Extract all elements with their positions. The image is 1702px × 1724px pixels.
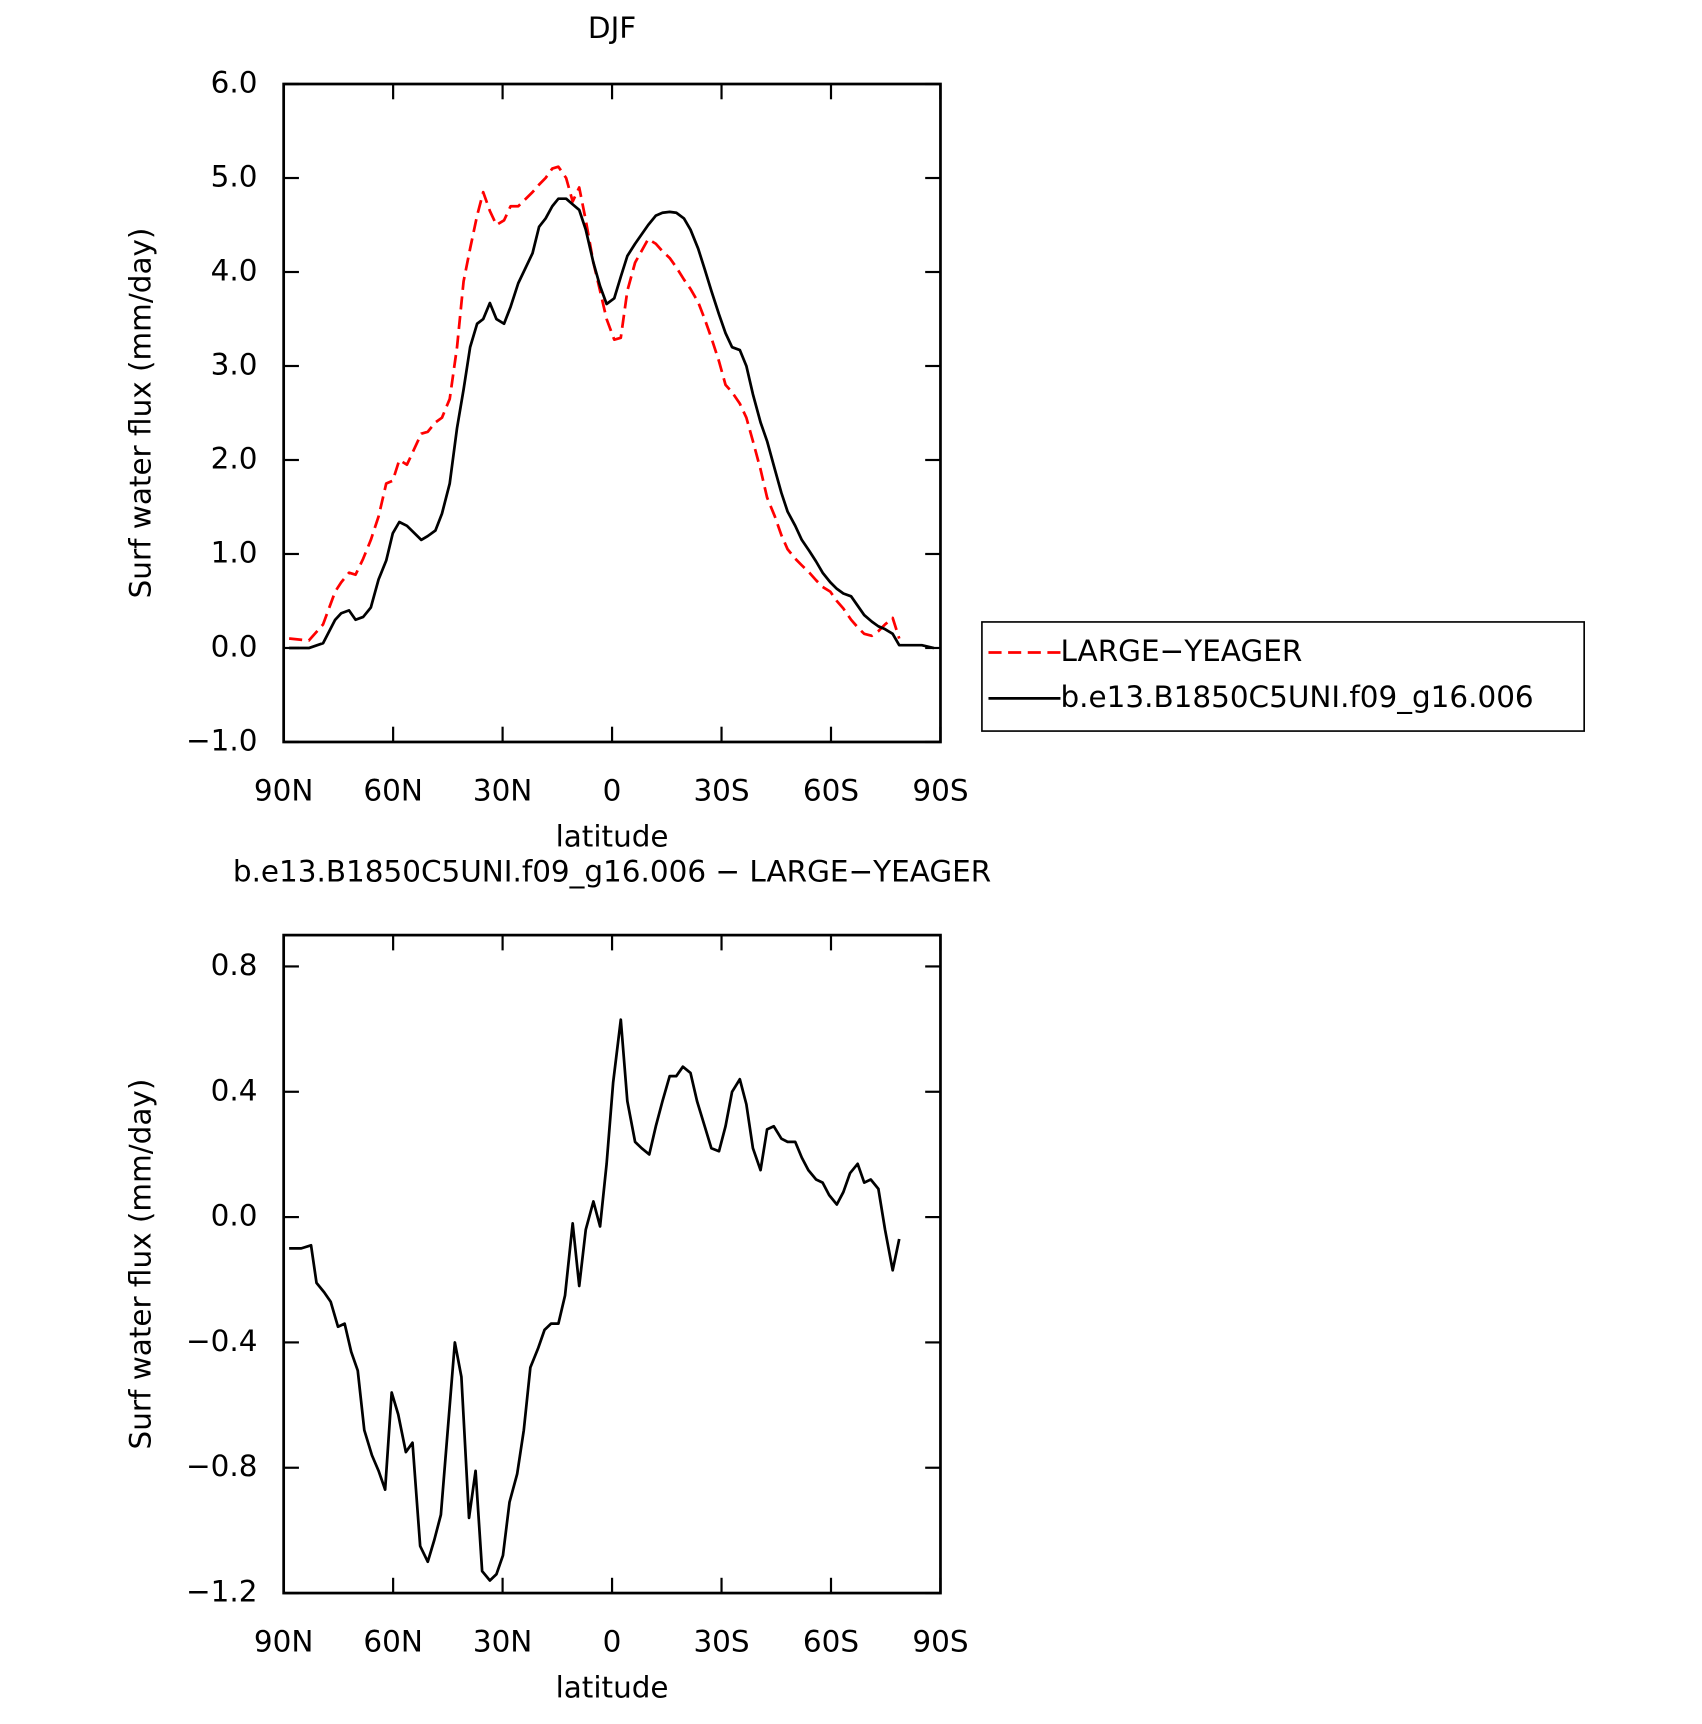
x-axis-label: latitude [556, 1671, 669, 1705]
x-tick-label: 30S [693, 774, 749, 808]
y-axis-label: Surf water flux (mm/day) [123, 228, 157, 599]
y-tick-label: 0.0 [211, 629, 258, 663]
x-tick-label: 60N [363, 774, 422, 808]
x-tick-label: 90S [912, 1625, 968, 1659]
x-tick-label: 90S [912, 774, 968, 808]
y-tick-label: 5.0 [211, 160, 258, 194]
y-tick-label: −1.2 [186, 1575, 257, 1609]
y-tick-label: 3.0 [211, 347, 258, 381]
y-tick-label: −0.8 [186, 1449, 257, 1483]
x-tick-label: 90N [254, 1625, 313, 1659]
legend-box [981, 621, 1585, 732]
legend-label: LARGE−YEAGER [1060, 634, 1302, 668]
plot-frame [282, 933, 942, 1595]
data-line [289, 1018, 901, 1582]
x-tick-label: 30S [693, 1625, 749, 1659]
x-tick-label: 0 [603, 774, 622, 808]
legend-label: b.e13.B1850C5UNI.f09_g16.006 [1060, 680, 1533, 714]
y-tick-label: 0.4 [211, 1073, 258, 1107]
y-axis-label: Surf water flux (mm/day) [123, 1079, 157, 1450]
data-line [288, 165, 901, 642]
y-tick-label: 2.0 [211, 441, 258, 475]
y-tick-label: −1.0 [186, 723, 257, 757]
data-line [289, 197, 935, 650]
chart-title: b.e13.B1850C5UNI.f09_g16.006 − LARGE−YEA… [233, 854, 991, 888]
chart-title: DJF [588, 11, 636, 45]
y-tick-label: 0.0 [211, 1199, 258, 1233]
y-tick-label: 4.0 [211, 254, 258, 288]
x-tick-label: 30N [473, 1625, 532, 1659]
y-tick-label: 0.8 [211, 948, 258, 982]
x-tick-label: 30N [473, 774, 532, 808]
plot-frame [282, 82, 942, 744]
x-tick-label: 60S [803, 1625, 859, 1659]
x-tick-label: 90N [254, 774, 313, 808]
x-tick-label: 60N [363, 1625, 422, 1659]
x-tick-label: 0 [603, 1625, 622, 1659]
y-tick-label: 1.0 [211, 535, 258, 569]
y-tick-label: 6.0 [211, 66, 258, 100]
x-axis-label: latitude [556, 819, 669, 853]
x-tick-label: 60S [803, 774, 859, 808]
y-tick-label: −0.4 [186, 1324, 257, 1358]
